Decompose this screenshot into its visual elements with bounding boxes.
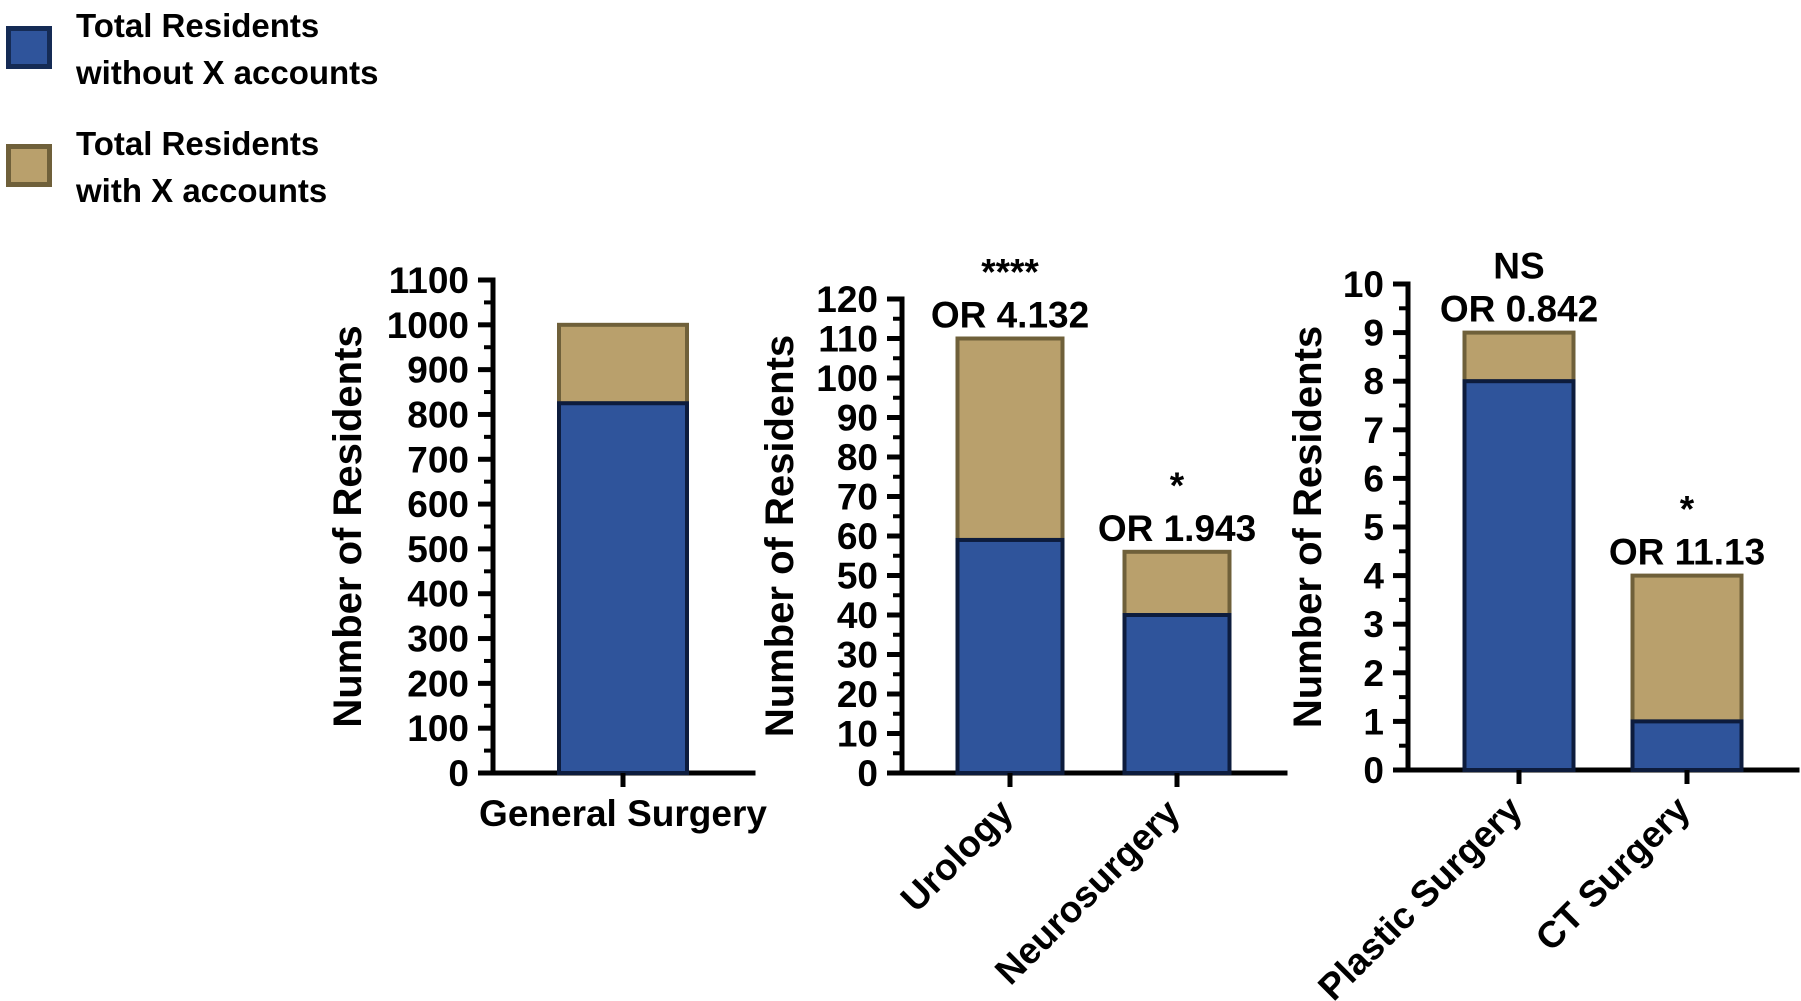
- y-tick-label: 120: [816, 279, 878, 320]
- y-tick-label: 400: [407, 574, 469, 615]
- legend-label-with-x-line1: Total Residents: [76, 125, 320, 162]
- y-tick-label: 0: [448, 753, 469, 794]
- chart-2: 0 1 2 3 4 5 6 7 8 9 10 Number of Residents Plastic S…: [1286, 246, 1800, 1001]
- y-tick-label: 4: [1363, 556, 1384, 597]
- bar-segment-without-x: [955, 537, 1065, 776]
- y-tick-label: 200: [407, 663, 469, 704]
- y-tick-label: 70: [837, 477, 878, 518]
- bar-segment-with-x: [1630, 573, 1744, 724]
- odds-ratio-label: OR 1.943: [1098, 508, 1256, 549]
- significance-label: NS: [1493, 246, 1544, 287]
- category-label: General Surgery: [479, 793, 767, 834]
- y-tick-label: 3: [1363, 604, 1384, 645]
- y-tick-label: 9: [1363, 313, 1384, 354]
- bar-segment-with-x: [1122, 549, 1232, 617]
- legend-swatch-with-x-icon: [6, 144, 52, 187]
- y-tick-label: 500: [407, 529, 469, 570]
- y-tick-label: 30: [837, 635, 878, 676]
- y-tick-label: 300: [407, 619, 469, 660]
- bar-segment-without-x: [557, 401, 689, 775]
- legend-label-with-x-line2: with X accounts: [76, 172, 328, 209]
- legend-label-with-x: Total Residents with X accounts: [76, 120, 327, 214]
- category-label: Urology: [893, 791, 1021, 919]
- y-tick-label: 1000: [387, 305, 469, 346]
- y-tick-label: 2: [1363, 653, 1384, 694]
- bar-segment-without-x: [1122, 613, 1232, 775]
- y-tick-label: 40: [837, 595, 878, 636]
- legend-label-without-x-line1: Total Residents: [76, 7, 320, 44]
- y-tick-label: 100: [816, 358, 878, 399]
- y-tick-label: 100: [407, 708, 469, 749]
- bar-segment-with-x: [1462, 330, 1576, 384]
- legend-item-without-x: Total Residents without X accounts: [6, 2, 379, 96]
- y-tick-label: 1100: [389, 260, 469, 301]
- y-tick-label: 900: [407, 350, 469, 391]
- bar-segment-with-x: [557, 322, 689, 406]
- odds-ratio-label: OR 0.842: [1440, 289, 1598, 330]
- y-tick-label: 0: [1363, 750, 1384, 791]
- y-tick-label: 90: [837, 398, 878, 439]
- y-tick-label: 1: [1363, 701, 1384, 742]
- significance-label: *: [1170, 465, 1185, 506]
- y-tick-label: 8: [1363, 361, 1384, 402]
- y-tick-label: 6: [1363, 458, 1384, 499]
- legend-label-without-x-line2: without X accounts: [76, 54, 379, 91]
- y-tick-label: 5: [1363, 507, 1384, 548]
- y-tick-label: 600: [407, 484, 469, 525]
- category-label: Plastic Surgery: [1310, 788, 1530, 1001]
- y-tick-label: 20: [837, 674, 878, 715]
- y-axis-title: Number of Residents: [758, 335, 802, 737]
- y-tick-label: 7: [1363, 410, 1384, 451]
- category-label: CT Surgery: [1528, 788, 1698, 958]
- legend-item-with-x: Total Residents with X accounts: [6, 120, 327, 214]
- significance-label: ****: [981, 252, 1039, 293]
- y-tick-label: 800: [407, 394, 469, 435]
- y-tick-label: 0: [857, 753, 878, 794]
- legend-label-without-x: Total Residents without X accounts: [76, 2, 379, 96]
- odds-ratio-label: OR 4.132: [931, 295, 1089, 336]
- odds-ratio-label: OR 11.13: [1609, 532, 1765, 573]
- bar-segment-with-x: [955, 336, 1065, 542]
- legend-swatch-without-x-icon: [6, 26, 52, 69]
- y-axis-title: Number of Residents: [326, 325, 370, 727]
- y-tick-label: 50: [837, 556, 878, 597]
- y-axis-title: Number of Residents: [1286, 326, 1330, 728]
- y-tick-label: 700: [407, 439, 469, 480]
- y-tick-label: 10: [837, 714, 878, 755]
- bar-segment-without-x: [1630, 719, 1744, 773]
- y-tick-label: 60: [837, 516, 878, 557]
- bar-segment-without-x: [1462, 379, 1576, 772]
- y-tick-label: 110: [818, 319, 878, 360]
- y-tick-label: 10: [1343, 264, 1384, 305]
- y-tick-label: 80: [837, 437, 878, 478]
- significance-label: *: [1680, 489, 1695, 530]
